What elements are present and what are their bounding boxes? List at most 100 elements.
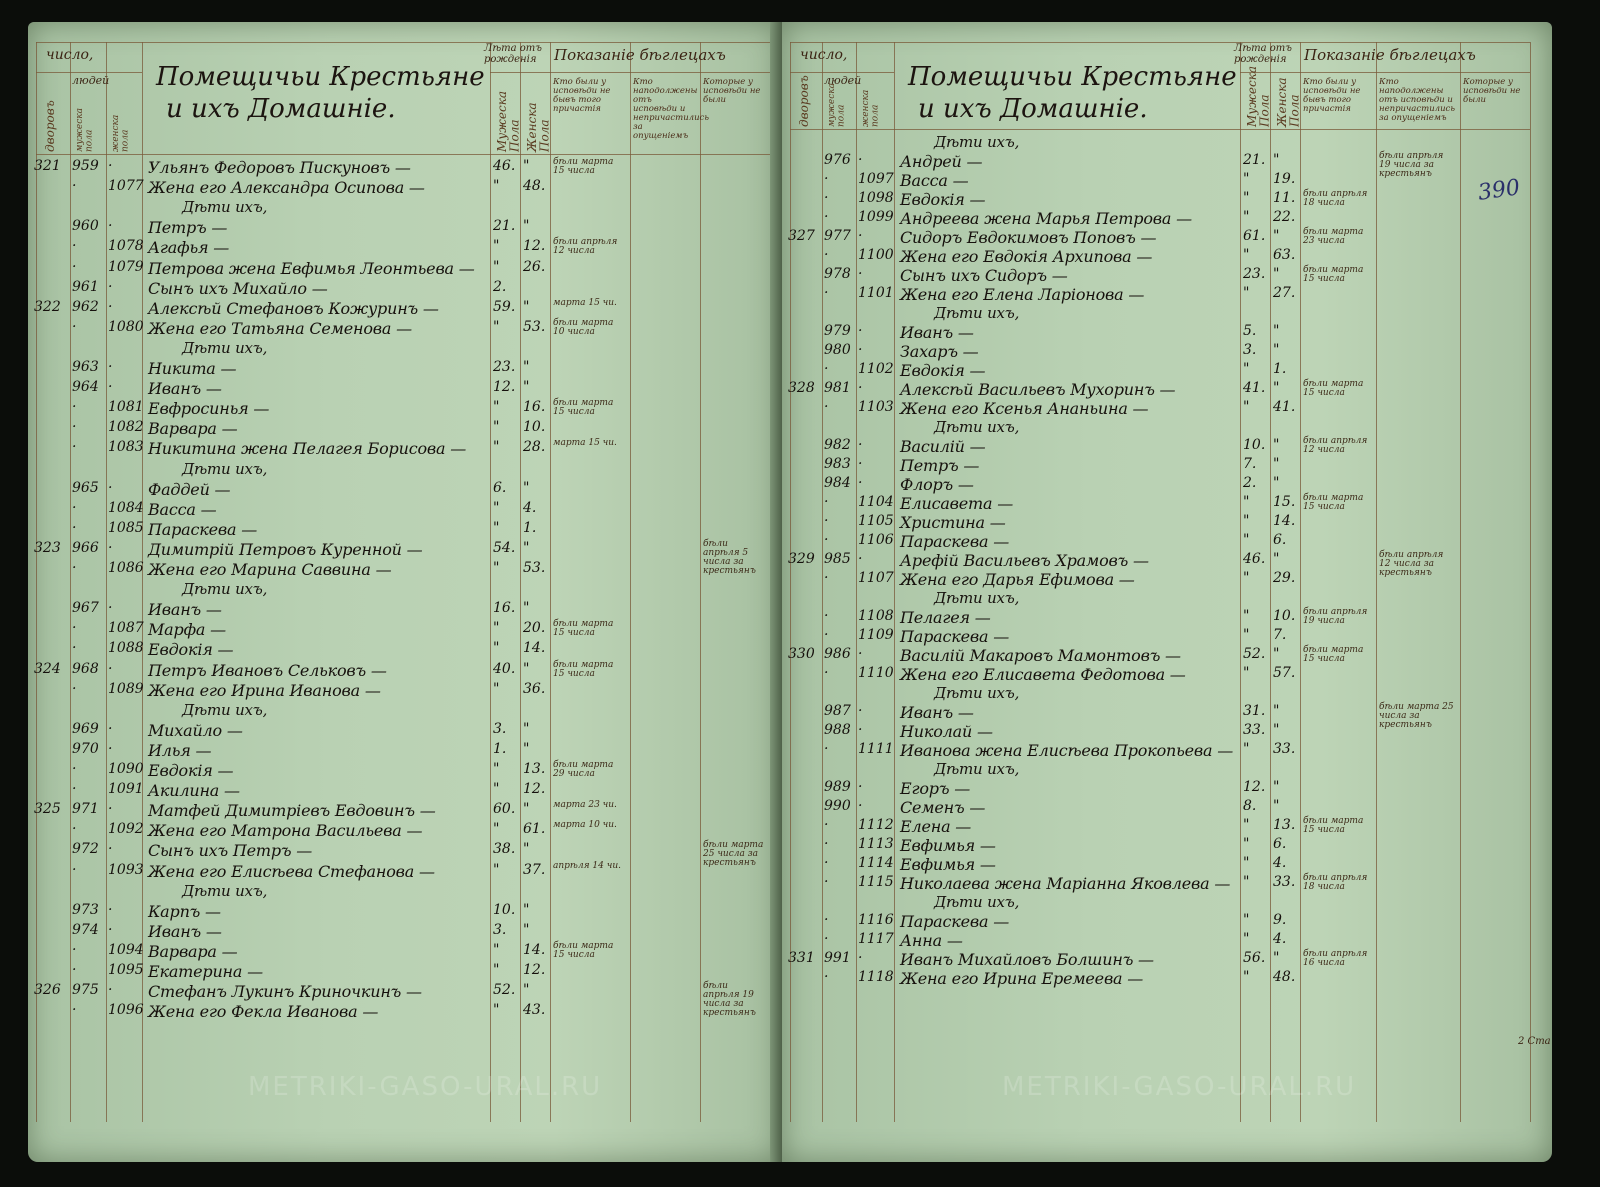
female-number: · — [108, 901, 113, 918]
person-name: Петръ — — [900, 456, 980, 475]
age-female: 19. — [1273, 171, 1296, 187]
male-number: 978 — [824, 266, 851, 282]
male-number: · — [824, 627, 829, 643]
person-name: Иванъ — — [148, 600, 222, 620]
age-female: " — [1273, 475, 1280, 491]
person-name: Никита — — [148, 359, 237, 378]
confession-note: бѣли марта 10 числа — [553, 317, 614, 337]
household-number: 326 — [34, 982, 61, 999]
age-female: 61. — [523, 821, 546, 838]
register-row: · 1078 Агафья — " 12. бѣли апрѣля 12 числа — [28, 238, 780, 258]
male-number: · — [72, 499, 77, 516]
female-number: · — [858, 380, 863, 396]
female-number: · — [858, 722, 863, 738]
age-male: " — [1243, 741, 1250, 757]
male-number: · — [72, 620, 77, 637]
household-number: 328 — [788, 380, 815, 396]
age-male: " — [1243, 912, 1250, 928]
register-row: 979 · Иванъ — 5. " — [782, 323, 1552, 342]
female-number: 1080 — [108, 318, 144, 335]
age-female: " — [523, 359, 530, 375]
male-number: · — [824, 361, 829, 377]
age-male: 31. — [1243, 703, 1266, 719]
age-male: " — [1243, 665, 1250, 681]
person-name: Матфей Димитріевъ Евдовинъ — — [148, 801, 436, 821]
watermark: METRIKI-GASO-URAL.RU — [1002, 1072, 1357, 1102]
header-age-f: Женска Пола — [525, 102, 552, 152]
female-number: · — [108, 600, 113, 617]
person-name: Евфимья — — [900, 836, 996, 855]
children-heading: Дѣти ихъ, — [934, 589, 1020, 607]
header-note-col2: Кто наподолжены отъ исповѣди и непричаст… — [1379, 77, 1455, 123]
male-number: · — [72, 941, 77, 958]
register-row: 325 971 · Матфей Димитріевъ Евдовинъ — 60. " м… — [28, 801, 780, 821]
person-name: Жена его Дарья Ефимова — — [900, 570, 1135, 589]
female-number: 1107 — [858, 570, 894, 586]
age-male: " — [1243, 532, 1250, 548]
person-name: Жена его Матрона Васильева — — [148, 821, 423, 841]
register-row: · 1083 Никитина жена Пелагея Борисова — " 28… — [28, 439, 780, 459]
register-row: 323 966 · Димитрій Петровъ Куренной — 54. " бѣ… — [28, 539, 780, 575]
age-male: 21. — [493, 218, 516, 235]
person-name: Васса — — [900, 171, 969, 190]
confession-note: бѣли марта 15 числа — [553, 157, 614, 176]
female-number: 1115 — [858, 874, 894, 890]
person-name: Егоръ — — [900, 779, 970, 798]
age-female: 48. — [1273, 969, 1296, 985]
age-male: 5. — [1243, 323, 1257, 339]
register-row: Дѣти ихъ, — [28, 460, 780, 480]
age-female: " — [1273, 950, 1280, 966]
female-number: 1083 — [108, 439, 144, 456]
age-female: " — [523, 921, 530, 938]
header-dvorov: дворовъ — [797, 75, 811, 127]
person-name: Жена его Ирина Иванова — — [148, 680, 381, 700]
age-female: " — [1273, 266, 1280, 282]
person-name: Иванова жена Елисѣева Прокопьева — — [900, 741, 1234, 760]
age-male: 16. — [493, 600, 516, 617]
children-heading: Дѣти ихъ, — [182, 580, 268, 599]
confession-note: марта 23 чи. — [553, 800, 617, 811]
register-row: · 1115 Николаева жена Маріанна Яковлева — "… — [782, 874, 1552, 894]
person-name: Анна — — [900, 931, 963, 950]
confession-note: бѣли марта 25 числа за крестьянъ — [1379, 702, 1454, 730]
register-row: 961 · Сынъ ихъ Михайло — 2. — [28, 279, 780, 299]
female-number: · — [858, 437, 863, 453]
male-number: 970 — [72, 740, 99, 757]
register-row: 321 959 · Ульянъ Федоровъ Пискуновъ — 46. " бѣ… — [28, 158, 780, 178]
age-male: " — [1243, 494, 1250, 510]
female-number: 1101 — [858, 285, 894, 301]
register-row: · 1111 Иванова жена Елисѣева Прокопьева — "… — [782, 741, 1552, 760]
age-female: " — [1273, 551, 1280, 567]
age-male: " — [493, 781, 500, 798]
female-number: · — [858, 475, 863, 491]
person-name: Фаддей — — [148, 479, 231, 499]
person-name: Иванъ — — [900, 703, 974, 722]
female-number: · — [108, 218, 113, 235]
header-lyudey: людей — [824, 74, 862, 87]
register-row: · 1116 Параскева — " 9. — [782, 912, 1552, 931]
age-female: " — [1273, 437, 1280, 453]
person-name: Жена его Александра Осипова — — [148, 178, 425, 198]
person-name: Петрова жена Евфимья Леонтьева — — [148, 258, 475, 278]
household-number: 329 — [788, 551, 815, 567]
household-number: 327 — [788, 228, 815, 244]
female-number: · — [858, 798, 863, 814]
register-row: 969 · Михайло — 3. " — [28, 721, 780, 741]
age-male: " — [493, 680, 500, 697]
age-female: 26. — [523, 258, 546, 275]
page-title-line2: и ихъ Домашніе. — [166, 94, 396, 124]
age-male: " — [493, 861, 500, 878]
children-heading: Дѣти ихъ, — [182, 338, 268, 357]
male-number: · — [824, 494, 829, 510]
female-number: 1109 — [858, 627, 894, 643]
register-row: · 1092 Жена его Матрона Васильева — " 61. мар… — [28, 821, 780, 841]
age-male: 3. — [1243, 342, 1257, 358]
register-row: Дѣти ихъ, — [782, 418, 1552, 437]
age-female: " — [1273, 722, 1280, 738]
children-heading: Дѣти ихъ, — [934, 133, 1020, 151]
female-number: 1088 — [108, 640, 144, 657]
register-row: 972 · Сынъ ихъ Петръ — 38. " бѣли марта 25 чи… — [28, 841, 780, 868]
age-male: " — [1243, 969, 1250, 985]
person-name: Сынъ ихъ Сидоръ — — [900, 266, 1068, 285]
age-female: 7. — [1273, 627, 1287, 643]
